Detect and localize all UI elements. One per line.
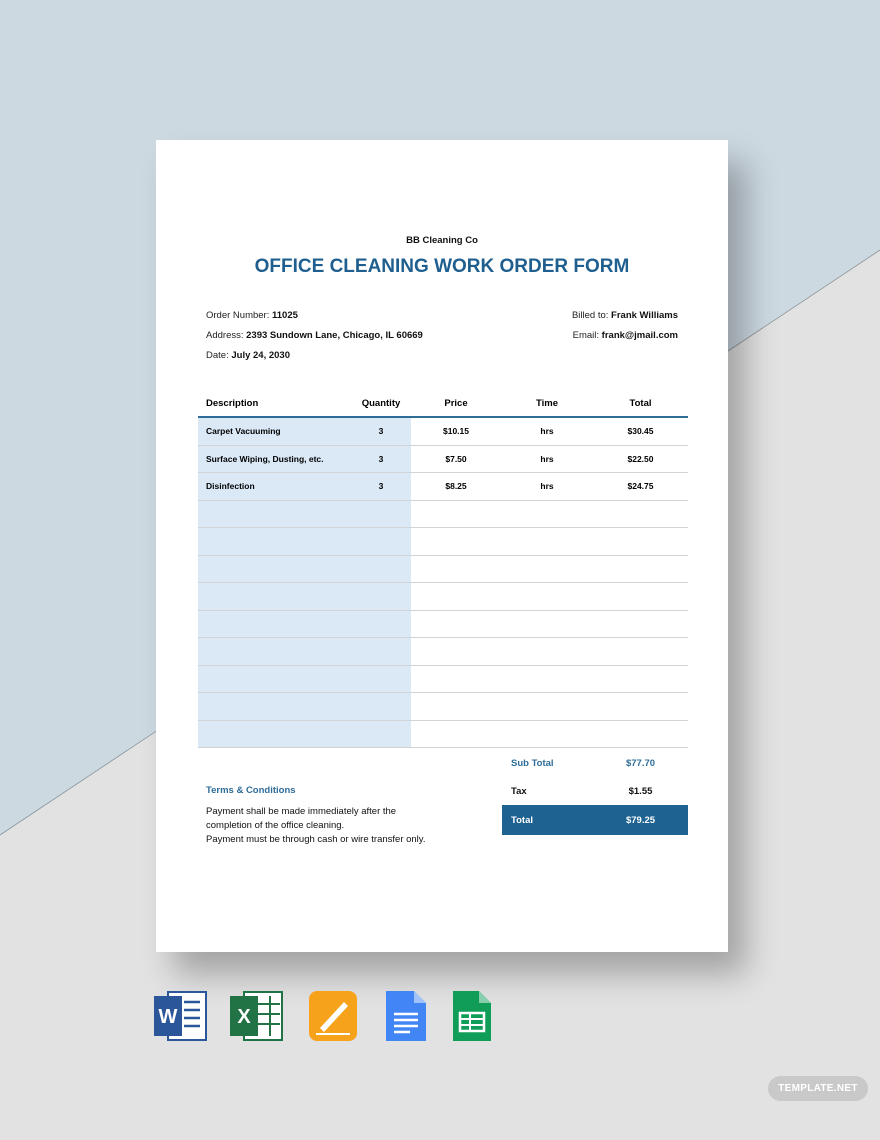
table-row: Surface Wiping, Dusting, etc. 3 $7.50 hrs $2… xyxy=(198,445,688,473)
word-icon[interactable]: W xyxy=(154,990,208,1042)
table-row: Disinfection 3 $8.25 hrs $24.75 xyxy=(198,473,688,501)
cell-total: $22.50 xyxy=(627,453,654,464)
cell-description: Surface Wiping, Dusting, etc. xyxy=(206,453,324,464)
cell-description: Disinfection xyxy=(206,481,255,492)
table-row: Carpet Vacuuming 3 $10.15 hrs $30.45 xyxy=(198,418,688,446)
header-total: Total xyxy=(629,397,652,409)
table-row xyxy=(198,720,688,748)
cell-time: hrs xyxy=(540,453,554,464)
table-row xyxy=(198,555,688,583)
cell-time: hrs xyxy=(540,426,554,437)
cell-quantity: 3 xyxy=(378,426,384,437)
cell-price: $7.50 xyxy=(445,453,467,464)
email: Email: frank@jmail.com xyxy=(572,330,678,341)
table-row xyxy=(198,693,688,721)
google-sheets-icon[interactable] xyxy=(445,990,499,1042)
header-time: Time xyxy=(535,397,558,409)
subtotal-row: Sub Total $77.70 xyxy=(511,757,656,769)
cell-quantity: 3 xyxy=(378,481,384,492)
header-quantity: Quantity xyxy=(361,397,401,409)
table-row xyxy=(198,665,688,693)
svg-text:X: X xyxy=(237,1006,251,1028)
excel-icon[interactable]: X xyxy=(230,990,284,1042)
page-title: OFFICE CLEANING WORK ORDER FORM xyxy=(254,256,630,277)
header-description: Description xyxy=(206,397,259,409)
total-row: Total $79.25 xyxy=(502,805,688,835)
table-row xyxy=(198,583,688,611)
svg-text:W: W xyxy=(159,1006,178,1028)
order-number: Order Number: 11025 xyxy=(206,310,298,321)
terms-heading: Terms & Conditions xyxy=(206,785,296,796)
company-name: BB Cleaning Co xyxy=(406,235,478,246)
cell-total: $24.75 xyxy=(627,481,654,492)
table-row xyxy=(198,638,688,666)
table-row xyxy=(198,500,688,528)
pages-icon[interactable] xyxy=(306,990,360,1042)
table-row xyxy=(198,528,688,556)
document-page: BB Cleaning Co OFFICE CLEANING WORK ORDE… xyxy=(156,140,728,952)
cell-description: Carpet Vacuuming xyxy=(206,426,281,437)
billed-to: Billed to: Frank Williams xyxy=(571,310,678,321)
cell-price: $10.15 xyxy=(443,426,469,437)
cell-quantity: 3 xyxy=(378,453,384,464)
cell-total: $30.45 xyxy=(627,426,654,437)
cell-price: $8.25 xyxy=(445,481,467,492)
cell-time: hrs xyxy=(540,481,554,492)
order-table: Description Quantity Price Time Total Ca… xyxy=(198,390,688,748)
google-docs-icon[interactable] xyxy=(378,990,432,1042)
template-net-badge[interactable]: TEMPLATE.NET xyxy=(768,1076,868,1101)
header-price: Price xyxy=(444,397,468,409)
address: Address: 2393 Sundown Lane, Chicago, IL … xyxy=(206,330,423,341)
tax-row: Tax $1.55 xyxy=(511,785,653,797)
table-row xyxy=(198,610,688,638)
terms-text: Payment shall be made immediately after … xyxy=(206,806,426,846)
date: Date: July 24, 2030 xyxy=(206,350,290,361)
table-header: Description Quantity Price Time Total xyxy=(198,390,688,418)
